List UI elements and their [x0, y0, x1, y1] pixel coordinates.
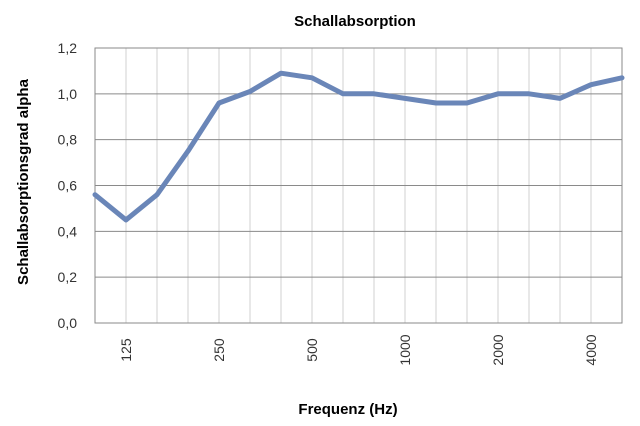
- y-tick-label: 0,8: [58, 132, 78, 148]
- y-tick-label: 0,0: [58, 315, 78, 331]
- y-tick-label: 1,0: [58, 86, 78, 102]
- x-tick-label: 1000: [397, 334, 413, 365]
- x-tick-label: 4000: [583, 334, 599, 365]
- plot-area-border: [94, 47, 623, 324]
- y-tick-label: 1,2: [58, 40, 78, 56]
- x-ticks: 125 250 500 1000 2000 4000: [118, 334, 599, 365]
- y-tick-label: 0,6: [58, 178, 78, 194]
- x-tick-label: 250: [211, 338, 227, 362]
- series: [92, 70, 625, 223]
- x-tick-label: 125: [118, 338, 134, 362]
- series-line: [92, 70, 625, 223]
- x-tick-label: 500: [304, 338, 320, 362]
- y-ticks: 0,0 0,2 0,4 0,6 0,8 1,0 1,2: [58, 40, 78, 331]
- x-tick-label: 2000: [490, 334, 506, 365]
- x-axis-label: Frequenz (Hz): [298, 401, 397, 418]
- chart-title: Schallabsorption: [294, 13, 416, 30]
- y-axis-label: Schallabsorptionsgrad alpha: [15, 78, 32, 285]
- y-tick-label: 0,4: [58, 223, 78, 239]
- y-tick-label: 0,2: [58, 269, 78, 285]
- grid: [94, 47, 623, 324]
